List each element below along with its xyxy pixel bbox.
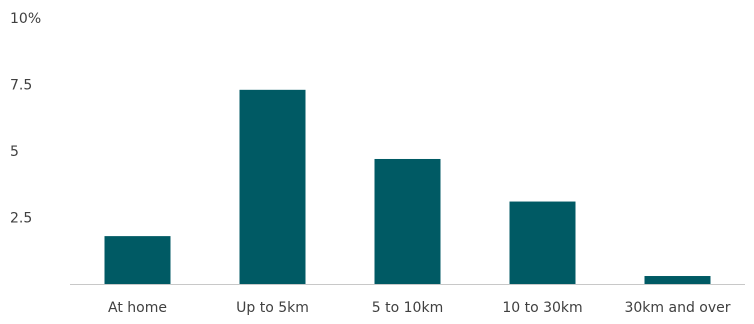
bars [104,89,711,284]
x-axis-labels: At home Up to 5km 5 to 10km 10 to 30km 30km … [108,300,731,316]
bar [104,236,171,284]
x-tick-label: 10 to 30km [502,300,582,316]
y-axis-ticks: 2.5 5 7.5 10% [10,11,41,227]
bar [509,201,576,284]
y-tick-label: 5 [10,144,19,160]
y-tick-label: 7.5 [10,78,32,94]
y-tick-label: 2.5 [10,211,32,227]
bar [644,276,711,284]
x-tick-label: 5 to 10km [372,300,443,316]
x-tick-label: At home [108,300,167,316]
bar [374,158,441,284]
y-tick-label: 10% [10,11,41,27]
bar [239,89,306,284]
x-tick-label: Up to 5km [236,300,309,316]
x-tick-label: 30km and over [624,300,730,316]
